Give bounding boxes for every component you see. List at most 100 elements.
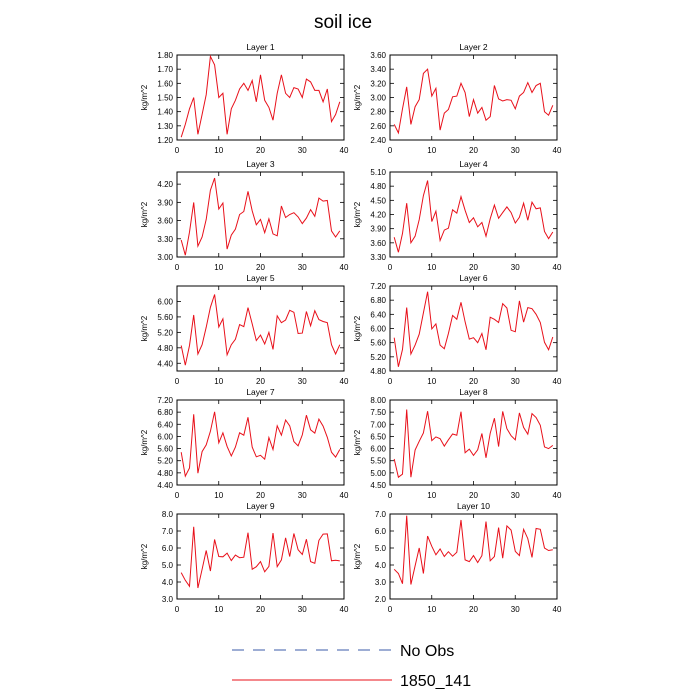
legend-obs-label: No Obs (400, 643, 454, 660)
y-tick-label: 2.40 (370, 136, 386, 145)
x-tick-label: 10 (214, 491, 223, 500)
panel-title: Layer 2 (459, 42, 488, 52)
x-tick-label: 30 (298, 605, 307, 614)
x-tick-label: 10 (427, 146, 436, 155)
y-tick-label: 4.20 (370, 211, 386, 220)
y-tick-label: 6.80 (370, 296, 386, 305)
series-line-1850-141 (180, 54, 341, 138)
x-tick-label: 30 (511, 377, 520, 386)
y-tick-label: 5.00 (370, 469, 386, 478)
y-tick-label: 3.0 (162, 595, 174, 604)
x-tick-label: 10 (214, 146, 223, 155)
y-tick-label: 6.00 (157, 297, 173, 306)
x-tick-label: 30 (511, 263, 520, 272)
y-tick-label: 3.90 (157, 198, 173, 207)
x-tick-label: 40 (553, 377, 562, 386)
series-line-1850-141 (393, 291, 554, 367)
x-tick-label: 30 (298, 263, 307, 272)
x-tick-label: 30 (298, 491, 307, 500)
y-tick-label: 7.0 (375, 510, 387, 519)
y-tick-label: 6.40 (157, 420, 173, 429)
x-tick-label: 20 (469, 146, 478, 155)
x-tick-label: 10 (427, 491, 436, 500)
x-tick-label: 0 (388, 263, 393, 272)
plot-frame (389, 399, 558, 486)
y-axis-label: kg/m^2 (140, 429, 149, 455)
y-tick-label: 5.20 (157, 457, 173, 466)
y-tick-label: 4.20 (157, 180, 173, 189)
x-tick-label: 0 (388, 491, 393, 500)
x-tick-label: 30 (298, 377, 307, 386)
y-tick-label: 3.20 (370, 79, 386, 88)
y-tick-label: 5.50 (370, 457, 386, 466)
y-axis-label: kg/m^2 (140, 315, 149, 341)
plot-frame (176, 285, 345, 372)
y-tick-label: 5.60 (157, 313, 173, 322)
y-tick-label: 1.80 (157, 51, 173, 60)
y-tick-label: 5.60 (370, 339, 386, 348)
figure-title: soil ice (314, 12, 372, 33)
y-tick-label: 6.00 (370, 325, 386, 334)
panel-title: Layer 1 (246, 42, 275, 52)
y-tick-label: 6.0 (375, 527, 387, 536)
y-tick-label: 5.20 (157, 328, 173, 337)
x-tick-label: 40 (340, 377, 349, 386)
x-tick-label: 30 (298, 146, 307, 155)
x-tick-label: 10 (214, 605, 223, 614)
x-tick-label: 20 (256, 146, 265, 155)
plot-frame (389, 171, 558, 258)
series-line-1850-141 (180, 411, 341, 478)
y-axis-label: kg/m^2 (353, 315, 362, 341)
y-tick-label: 7.20 (370, 282, 386, 291)
x-tick-label: 10 (427, 377, 436, 386)
x-tick-label: 0 (175, 146, 180, 155)
legend: No Obs 1850_141 (232, 643, 471, 690)
x-tick-label: 20 (256, 263, 265, 272)
panel-title: Layer 8 (459, 387, 488, 397)
x-tick-label: 20 (256, 491, 265, 500)
panel-4: Layer 4 3.30 3.60 3.90 4.20 4.50 4.80 5.10 0 10 20… (353, 159, 562, 272)
y-tick-label: 4.0 (162, 578, 174, 587)
x-tick-label: 0 (175, 491, 180, 500)
y-tick-label: 4.50 (370, 481, 386, 490)
plot-frame (389, 54, 558, 141)
panel-3: Layer 3 3.00 3.30 3.60 3.90 4.20 0 10 20 30 40 kg/m… (140, 159, 349, 272)
y-tick-label: 2.60 (370, 122, 386, 131)
panel-title: Layer 9 (246, 501, 275, 511)
x-tick-label: 10 (214, 263, 223, 272)
y-tick-label: 1.30 (157, 122, 173, 131)
plot-frame (176, 171, 345, 258)
x-tick-label: 40 (553, 146, 562, 155)
y-tick-label: 3.60 (157, 217, 173, 226)
y-tick-label: 7.20 (157, 396, 173, 405)
x-tick-label: 20 (469, 605, 478, 614)
y-tick-label: 5.20 (370, 353, 386, 362)
x-tick-label: 20 (469, 263, 478, 272)
y-axis-label: kg/m^2 (353, 543, 362, 569)
x-tick-label: 40 (553, 491, 562, 500)
x-tick-label: 40 (553, 263, 562, 272)
y-tick-label: 1.50 (157, 94, 173, 103)
x-tick-label: 20 (469, 377, 478, 386)
x-tick-label: 0 (388, 605, 393, 614)
y-axis-label: kg/m^2 (140, 201, 149, 227)
y-tick-label: 4.80 (157, 469, 173, 478)
y-tick-label: 5.60 (157, 445, 173, 454)
panel-1: Layer 1 1.20 1.30 1.40 1.50 1.60 1.70 1.80 0 10 20… (140, 42, 349, 155)
x-tick-label: 30 (511, 605, 520, 614)
y-tick-label: 1.40 (157, 108, 173, 117)
series-line-1850-141 (393, 180, 554, 253)
y-axis-label: kg/m^2 (140, 543, 149, 569)
panel-6: Layer 6 4.80 5.20 5.60 6.00 6.40 6.80 7.20 0 10 20… (353, 273, 562, 386)
panel-title: Layer 7 (246, 387, 275, 397)
y-tick-label: 6.00 (370, 445, 386, 454)
y-tick-label: 8.00 (370, 396, 386, 405)
panel-title: Layer 5 (246, 273, 275, 283)
panel-title: Layer 3 (246, 159, 275, 169)
y-axis-label: kg/m^2 (353, 201, 362, 227)
x-tick-label: 10 (427, 605, 436, 614)
y-tick-label: 2.80 (370, 108, 386, 117)
y-tick-label: 3.60 (370, 51, 386, 60)
panel-title: Layer 10 (457, 501, 490, 511)
